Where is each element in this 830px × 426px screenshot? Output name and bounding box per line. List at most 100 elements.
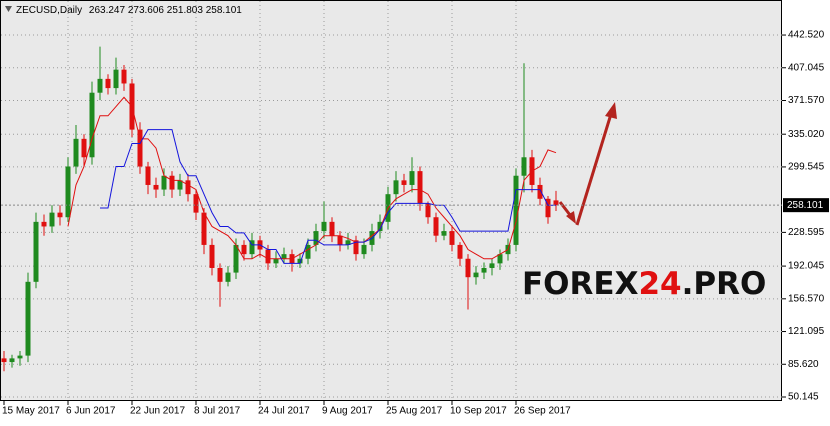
candle-body (33, 221, 39, 282)
candle-body (249, 240, 255, 255)
candle-body (233, 244, 239, 273)
candle-body (497, 254, 503, 264)
candle-body (217, 267, 223, 282)
x-tick-label: 25 Aug 2017 (386, 406, 443, 417)
watermark-part: 24 (638, 266, 681, 302)
x-tick-label: 22 Jun 2017 (130, 406, 185, 417)
y-tick-label: 299.545 (788, 162, 825, 173)
candle-body (473, 272, 479, 278)
candle-body (345, 240, 351, 245)
candle-body (393, 180, 399, 195)
header-icon (5, 6, 12, 12)
last-close: 258.101 (206, 5, 243, 16)
candle-body (337, 235, 343, 245)
candle-body (65, 166, 71, 218)
price-box (783, 198, 829, 213)
y-tick-label: 228.595 (788, 227, 825, 238)
candle-body (57, 212, 63, 218)
candle-body (361, 244, 367, 255)
candle-body (377, 221, 383, 232)
candle-body (41, 221, 47, 227)
candle-body (417, 171, 423, 204)
y-tick-label: 50.145 (788, 392, 819, 403)
y-tick-label: 371.570 (788, 95, 825, 106)
x-tick-label: 9 Aug 2017 (322, 406, 373, 417)
indicator-line (67, 96, 557, 260)
candle-body (441, 231, 447, 236)
candle-body (25, 281, 31, 356)
y-tick-label: 156.570 (788, 293, 825, 304)
y-tick-label: 192.045 (788, 261, 825, 272)
candle-body (329, 221, 335, 236)
candle-body (193, 194, 199, 213)
y-tick-label: 442.520 (788, 30, 825, 41)
candle-body (113, 69, 119, 89)
candle-body (281, 254, 287, 259)
y-tick-label: 121.095 (788, 326, 825, 337)
candle-body (465, 258, 471, 278)
candle-body (9, 358, 15, 363)
candle-body (353, 240, 359, 255)
price-label: 258.101 (787, 200, 824, 211)
candle-body (489, 263, 495, 268)
x-tick-label: 8 Jul 2017 (194, 406, 241, 417)
symbol: ZECUSD,Daily (16, 5, 82, 16)
x-tick-label: 6 Jun 2017 (66, 406, 116, 417)
x-tick-label: 10 Sep 2017 (450, 406, 507, 417)
candle-body (297, 258, 303, 264)
candle-body (273, 258, 279, 264)
candle-body (241, 244, 247, 255)
candle-body (313, 231, 319, 245)
candle-body (153, 184, 159, 190)
last-low: 251.803 (167, 5, 204, 16)
x-tick-label: 26 Sep 2017 (514, 406, 571, 417)
watermark-part: .PRO (682, 266, 767, 302)
candle-body (1, 358, 7, 363)
arrow-head (566, 211, 576, 224)
candle-body (401, 180, 407, 185)
candle-body (105, 78, 111, 89)
arrow-up (575, 113, 613, 226)
candle-body (305, 244, 311, 259)
candle-body (161, 175, 167, 190)
last-high: 273.606 (128, 5, 165, 16)
y-tick-label: 407.045 (788, 62, 825, 73)
arrow-head (605, 102, 617, 119)
candle-body (545, 198, 551, 218)
candle-body (49, 212, 55, 227)
candle-body (265, 249, 271, 264)
candle-body (537, 184, 543, 199)
candle-body (513, 175, 519, 245)
candle-body (121, 69, 127, 84)
candle-body (177, 180, 183, 190)
watermark: FOREX24.PRO (522, 266, 766, 302)
candle-body (449, 231, 455, 245)
forecast-arrows (558, 102, 617, 226)
y-tick-label: 85.620 (788, 359, 819, 370)
candle-body (97, 78, 103, 93)
x-tick-label: 24 Jul 2017 (258, 406, 310, 417)
candle-body (433, 217, 439, 236)
x-tick-label: 15 May 2017 (2, 406, 60, 417)
marks (1, 46, 559, 372)
candle-body (73, 138, 79, 167)
candle-body (17, 355, 23, 359)
y-tick-label: 335.020 (788, 129, 825, 140)
candle-body (81, 138, 87, 158)
watermark-part: FOREX (522, 266, 639, 302)
candle-body (137, 129, 143, 167)
candle-body (553, 200, 559, 206)
candle-body (521, 157, 527, 176)
candle-body (185, 180, 191, 195)
candle-body (225, 272, 231, 282)
candle-body (89, 92, 95, 158)
candle-body (409, 171, 415, 185)
candle-body (209, 244, 215, 268)
last-open: 263.247 (89, 5, 126, 16)
candle-body (169, 175, 175, 190)
candle-body (321, 221, 327, 232)
candle-body (145, 166, 151, 185)
header: ZECUSD,Daily 263.247 273.606 251.803 258… (16, 5, 242, 16)
plot-area (0, 0, 782, 401)
